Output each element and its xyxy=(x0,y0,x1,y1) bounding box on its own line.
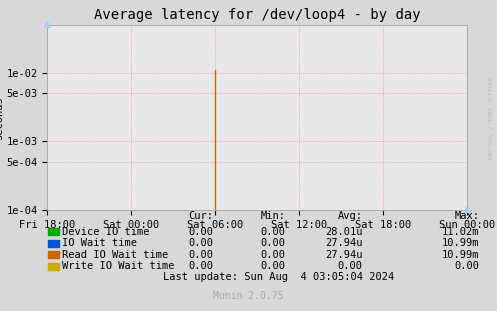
Text: 0.00: 0.00 xyxy=(189,250,214,260)
Text: RRDTOOL / TOBI OETIKER: RRDTOOL / TOBI OETIKER xyxy=(489,77,494,160)
Text: 0.00: 0.00 xyxy=(455,261,480,271)
Text: 10.99m: 10.99m xyxy=(442,250,480,260)
Text: 0.00: 0.00 xyxy=(261,238,286,248)
Text: Cur:: Cur: xyxy=(189,211,214,221)
Text: 0.00: 0.00 xyxy=(261,261,286,271)
Text: Min:: Min: xyxy=(261,211,286,221)
Text: 10.99m: 10.99m xyxy=(442,238,480,248)
Text: 0.00: 0.00 xyxy=(189,261,214,271)
Text: IO Wait time: IO Wait time xyxy=(62,238,137,248)
Text: Read IO Wait time: Read IO Wait time xyxy=(62,250,168,260)
Y-axis label: seconds: seconds xyxy=(0,95,3,139)
Text: Munin 2.0.75: Munin 2.0.75 xyxy=(213,290,284,300)
Text: Max:: Max: xyxy=(455,211,480,221)
Text: 0.00: 0.00 xyxy=(338,261,363,271)
Text: Last update: Sun Aug  4 03:05:04 2024: Last update: Sun Aug 4 03:05:04 2024 xyxy=(163,272,394,282)
Text: Avg:: Avg: xyxy=(338,211,363,221)
Text: 28.01u: 28.01u xyxy=(326,227,363,237)
Text: 0.00: 0.00 xyxy=(261,250,286,260)
Text: Write IO Wait time: Write IO Wait time xyxy=(62,261,174,271)
Text: 0.00: 0.00 xyxy=(189,238,214,248)
Text: 27.94u: 27.94u xyxy=(326,238,363,248)
Text: 0.00: 0.00 xyxy=(261,227,286,237)
Text: 11.02m: 11.02m xyxy=(442,227,480,237)
Text: 27.94u: 27.94u xyxy=(326,250,363,260)
Title: Average latency for /dev/loop4 - by day: Average latency for /dev/loop4 - by day xyxy=(94,8,420,22)
Text: 0.00: 0.00 xyxy=(189,227,214,237)
Text: Device IO time: Device IO time xyxy=(62,227,149,237)
